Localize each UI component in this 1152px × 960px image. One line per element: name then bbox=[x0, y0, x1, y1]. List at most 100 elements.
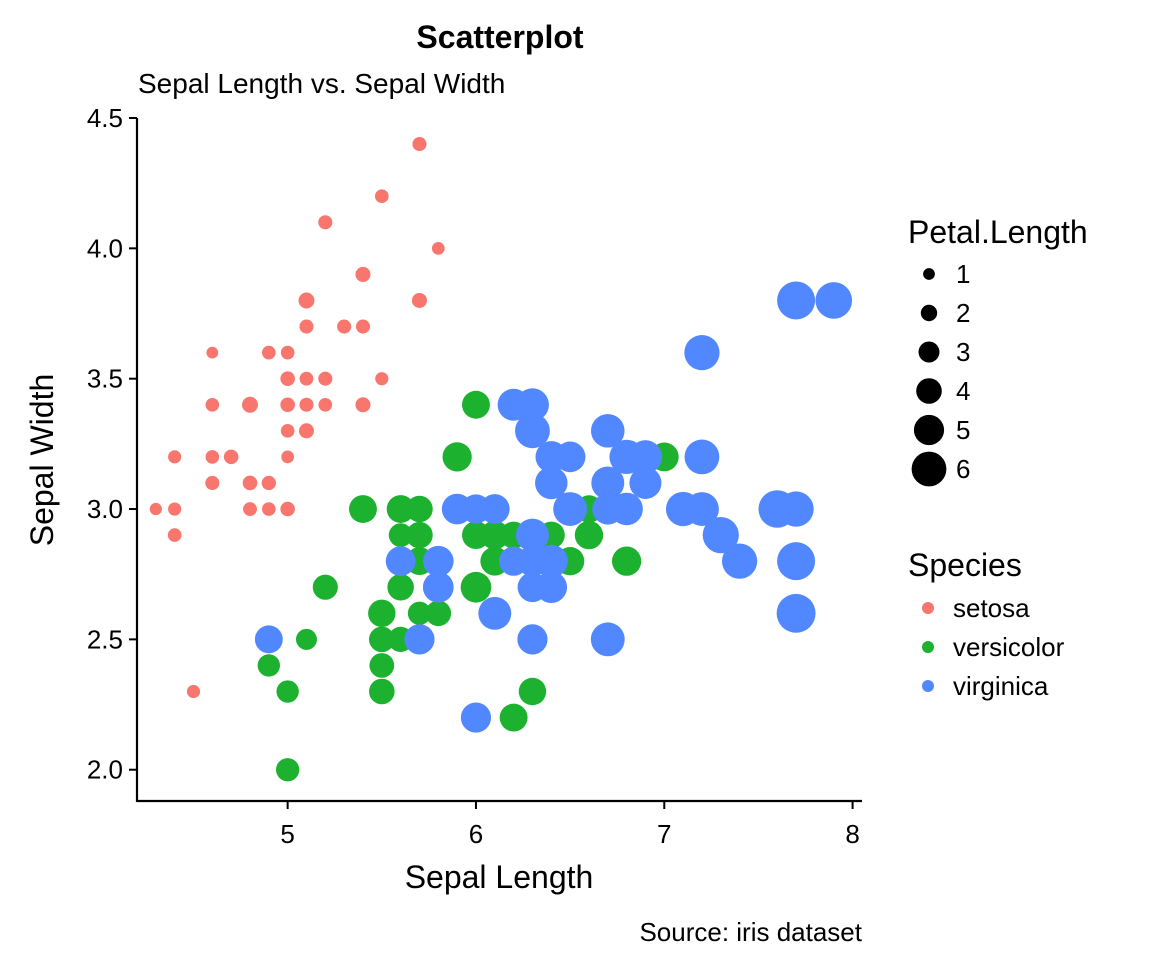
point-setosa-15 bbox=[412, 137, 427, 152]
point-setosa-22 bbox=[206, 346, 219, 359]
point-virginica-9 bbox=[684, 334, 720, 371]
point-versicolor-33 bbox=[460, 571, 492, 603]
point-setosa-49 bbox=[280, 424, 295, 438]
x-tick-label-2: 7 bbox=[657, 819, 671, 849]
size-legend-label-0: 1 bbox=[956, 259, 970, 289]
species-legend-label-virginica: virginica bbox=[953, 671, 1049, 701]
point-setosa-45 bbox=[243, 502, 257, 516]
point-versicolor-37 bbox=[518, 677, 547, 706]
point-virginica-44 bbox=[591, 414, 625, 448]
y-tick-label-5: 4.5 bbox=[87, 103, 123, 133]
size-legend-title: Petal.Length bbox=[908, 214, 1088, 250]
chart-title: Scatterplot bbox=[416, 19, 583, 55]
point-setosa-29 bbox=[223, 449, 239, 465]
size-legend: Petal.Length 1 2 3 4 5 6 bbox=[908, 214, 1088, 487]
point-setosa-16 bbox=[356, 267, 370, 281]
point-virginica-14 bbox=[422, 545, 454, 577]
point-virginica-40 bbox=[591, 466, 625, 500]
point-setosa-47 bbox=[205, 450, 220, 464]
x-axis-title: Sepal Length bbox=[405, 859, 594, 895]
size-legend-key-2 bbox=[918, 341, 940, 363]
size-legend-label-5: 6 bbox=[956, 454, 970, 484]
point-versicolor-42 bbox=[425, 600, 452, 627]
point-setosa-48 bbox=[337, 319, 352, 334]
point-setosa-39 bbox=[299, 397, 314, 412]
point-setosa-34 bbox=[261, 475, 276, 491]
point-virginica-18 bbox=[776, 593, 816, 633]
point-versicolor-29 bbox=[407, 601, 432, 625]
point-setosa-1 bbox=[262, 502, 276, 516]
point-setosa-6 bbox=[205, 397, 220, 412]
species-legend-key-virginica bbox=[922, 680, 934, 692]
point-virginica-21 bbox=[385, 546, 416, 577]
size-legend-key-5 bbox=[911, 451, 947, 487]
y-tick-label-0: 2.0 bbox=[87, 755, 123, 785]
point-virginica-46 bbox=[517, 624, 548, 655]
species-legend-label-versicolor: versicolor bbox=[953, 632, 1065, 662]
point-virginica-7 bbox=[702, 517, 739, 554]
x-tick-label-0: 5 bbox=[280, 819, 294, 849]
point-setosa-24 bbox=[242, 396, 258, 413]
point-setosa-31 bbox=[355, 397, 371, 412]
species-legend-label-setosa: setosa bbox=[953, 593, 1030, 623]
point-versicolor-14 bbox=[388, 523, 413, 547]
point-virginica-45 bbox=[592, 493, 624, 525]
point-versicolor-9 bbox=[312, 574, 338, 600]
point-setosa-23 bbox=[298, 423, 314, 439]
point-setosa-14 bbox=[431, 241, 445, 255]
point-setosa-25 bbox=[280, 501, 295, 517]
point-versicolor-3 bbox=[369, 678, 395, 705]
species-legend-key-setosa bbox=[922, 602, 934, 614]
point-virginica-34 bbox=[478, 596, 512, 630]
y-tick-label-2: 3.0 bbox=[87, 494, 123, 524]
y-tick-label-1: 2.5 bbox=[87, 624, 123, 654]
point-versicolor-18 bbox=[499, 703, 528, 732]
point-virginica-37 bbox=[535, 466, 568, 500]
point-virginica-15 bbox=[535, 441, 568, 473]
point-virginica-3 bbox=[515, 518, 549, 552]
x-axis-ticks: 5 6 7 8 bbox=[280, 801, 860, 849]
point-virginica-49 bbox=[441, 493, 473, 525]
size-legend-label-3: 4 bbox=[956, 376, 970, 406]
x-tick-label-3: 8 bbox=[845, 819, 859, 849]
point-versicolor-46 bbox=[406, 521, 433, 549]
point-versicolor-48 bbox=[295, 628, 317, 650]
point-setosa-10 bbox=[355, 319, 371, 334]
species-legend: Species setosa versicolor virginica bbox=[908, 547, 1065, 701]
point-setosa-37 bbox=[262, 345, 276, 360]
point-virginica-35 bbox=[778, 491, 814, 527]
point-setosa-26 bbox=[280, 397, 295, 413]
point-setosa-18 bbox=[411, 292, 427, 308]
point-versicolor-28 bbox=[462, 521, 490, 550]
point-versicolor-35 bbox=[462, 390, 490, 419]
point-versicolor-44 bbox=[387, 573, 414, 601]
point-setosa-3 bbox=[205, 475, 220, 491]
point-setosa-32 bbox=[318, 215, 333, 230]
species-legend-key-versicolor bbox=[922, 641, 934, 653]
point-virginica-6 bbox=[254, 625, 283, 654]
point-versicolor-26 bbox=[611, 546, 642, 576]
point-setosa-46 bbox=[299, 293, 314, 308]
size-legend-key-4 bbox=[913, 414, 945, 446]
point-virginica-30 bbox=[721, 543, 758, 579]
point-virginica-43 bbox=[609, 439, 644, 475]
point-virginica-8 bbox=[590, 622, 625, 657]
point-virginica-48 bbox=[497, 388, 530, 421]
size-legend-label-1: 2 bbox=[956, 298, 970, 328]
point-virginica-22 bbox=[777, 542, 816, 581]
point-setosa-38 bbox=[168, 502, 182, 516]
point-virginica-41 bbox=[630, 467, 661, 499]
point-setosa-4 bbox=[280, 345, 295, 360]
point-virginica-29 bbox=[685, 492, 719, 526]
size-legend-label-2: 3 bbox=[956, 337, 970, 367]
point-versicolor-34 bbox=[349, 495, 377, 523]
chart-caption: Source: iris dataset bbox=[639, 917, 862, 947]
chart-subtitle: Sepal Length vs. Sepal Width bbox=[138, 68, 505, 99]
point-versicolor-10 bbox=[276, 758, 300, 782]
point-setosa-35 bbox=[281, 450, 295, 464]
point-virginica-0 bbox=[515, 413, 550, 449]
point-virginica-47 bbox=[554, 493, 586, 525]
point-setosa-21 bbox=[299, 319, 314, 334]
y-tick-label-4: 4.0 bbox=[87, 233, 123, 263]
